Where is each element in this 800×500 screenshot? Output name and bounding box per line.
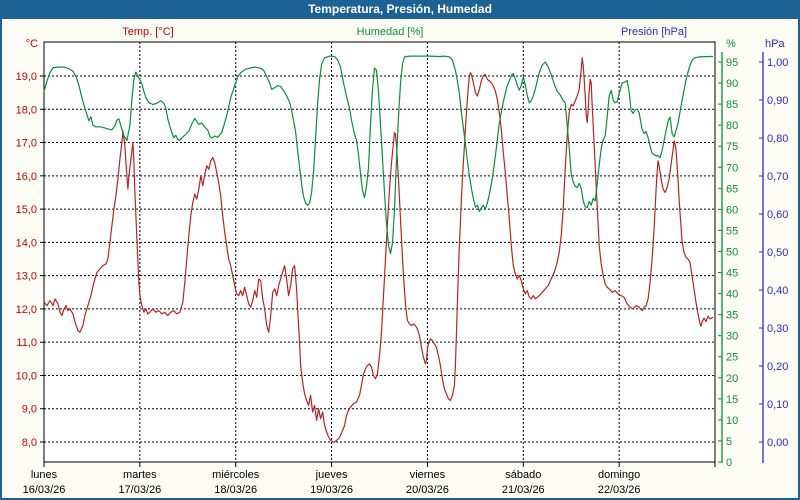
weather-chart: 19,0 18,0 17,0 16,0 15,0 14,0 13,0 12,0 11,0 10,0… — [16, 38, 789, 496]
temperature-tick-label: 19,0 — [16, 71, 37, 83]
humidity-axis-header: % — [726, 38, 736, 50]
humidity-tick-label: 60 — [726, 204, 738, 216]
temperature-tick-label: 17,0 — [16, 138, 37, 150]
humidity-tick-label: 35 — [726, 310, 738, 322]
day-name-label: miércoles — [212, 469, 260, 481]
day-name-label: viernes — [410, 469, 446, 481]
day-date-label: 19/03/26 — [310, 484, 353, 496]
temperature-axis-header: °C — [26, 38, 38, 50]
temperature-tick-label: 10,0 — [16, 370, 37, 382]
humidity-tick-label: 15 — [726, 394, 738, 406]
pressure-tick-label: 0,60 — [767, 209, 788, 221]
temperature-tick-label: 9,0 — [22, 404, 37, 416]
temperature-line — [43, 57, 714, 443]
pressure-tick-label: 0,30 — [767, 323, 788, 335]
day-date-label: 18/03/26 — [214, 484, 257, 496]
plot-border — [43, 41, 716, 463]
humidity-tick-label: 0 — [726, 457, 732, 469]
day-name-label: lunes — [31, 469, 58, 481]
humidity-tick-label: 75 — [726, 141, 738, 153]
temperature-tick-label: 12,0 — [16, 304, 37, 316]
chart-content: Temp. [°C] Humedad [%] Presión [hPa] 19,… — [2, 19, 798, 498]
humidity-tick-label: 40 — [726, 289, 738, 301]
legend-pressure: Presión [hPa] — [620, 26, 688, 38]
humidity-tick-label: 55 — [726, 225, 738, 237]
humidity-tick-label: 90 — [726, 78, 738, 90]
humidity-line — [43, 55, 713, 255]
humidity-tick-label: 80 — [726, 120, 738, 132]
day-date-label: 16/03/26 — [23, 484, 66, 496]
humidity-tick-label: 25 — [726, 352, 738, 364]
humidity-tick-label: 70 — [726, 162, 738, 174]
humidity-tick-label: 5 — [726, 436, 732, 448]
temperature-tick-label: 15,0 — [16, 204, 37, 216]
temperature-tick-label: 18,0 — [16, 104, 37, 116]
day-date-label: 20/03/26 — [406, 484, 449, 496]
humidity-tick-label: 45 — [726, 268, 738, 280]
humidity-tick-label: 95 — [726, 57, 738, 69]
day-name-label: domingo — [598, 469, 640, 481]
window-title: Temperatura, Presión, Humedad — [308, 2, 492, 16]
pressure-axis-header: hPa — [765, 38, 785, 50]
pressure-tick-label: 0,70 — [767, 171, 788, 183]
humidity-tick-label: 10 — [726, 415, 738, 427]
temperature-tick-label: 11,0 — [16, 337, 37, 349]
day-name-label: jueves — [315, 469, 348, 481]
humidity-tick-label: 50 — [726, 246, 738, 258]
humidity-tick-label: 30 — [726, 331, 738, 343]
temperature-tick-label: 16,0 — [16, 171, 37, 183]
temperature-tick-label: 8,0 — [22, 437, 37, 449]
day-date-label: 21/03/26 — [502, 484, 545, 496]
legend-humidity: Humedad [%] — [356, 26, 424, 38]
day-name-label: sábado — [505, 469, 541, 481]
pressure-tick-label: 0,10 — [767, 399, 788, 411]
pressure-tick-label: 0,40 — [767, 285, 788, 297]
day-date-label: 17/03/26 — [118, 484, 161, 496]
temperature-tick-label: 14,0 — [16, 237, 37, 249]
legend-temperature: Temp. [°C] — [122, 26, 174, 38]
window-titlebar: Temperatura, Presión, Humedad — [0, 0, 800, 19]
pressure-tick-label: 0,90 — [767, 95, 788, 107]
pressure-tick-label: 0,80 — [767, 133, 788, 145]
humidity-tick-label: 85 — [726, 99, 738, 111]
pressure-tick-label: 1,00 — [767, 57, 788, 69]
day-name-label: martes — [123, 469, 157, 481]
temperature-tick-label: 13,0 — [16, 271, 37, 283]
pressure-tick-label: 0,00 — [767, 437, 788, 449]
pressure-tick-label: 0,50 — [767, 247, 788, 259]
pressure-tick-label: 0,20 — [767, 361, 788, 373]
day-date-label: 22/03/26 — [598, 484, 641, 496]
humidity-tick-label: 65 — [726, 183, 738, 195]
humidity-tick-label: 20 — [726, 373, 738, 385]
